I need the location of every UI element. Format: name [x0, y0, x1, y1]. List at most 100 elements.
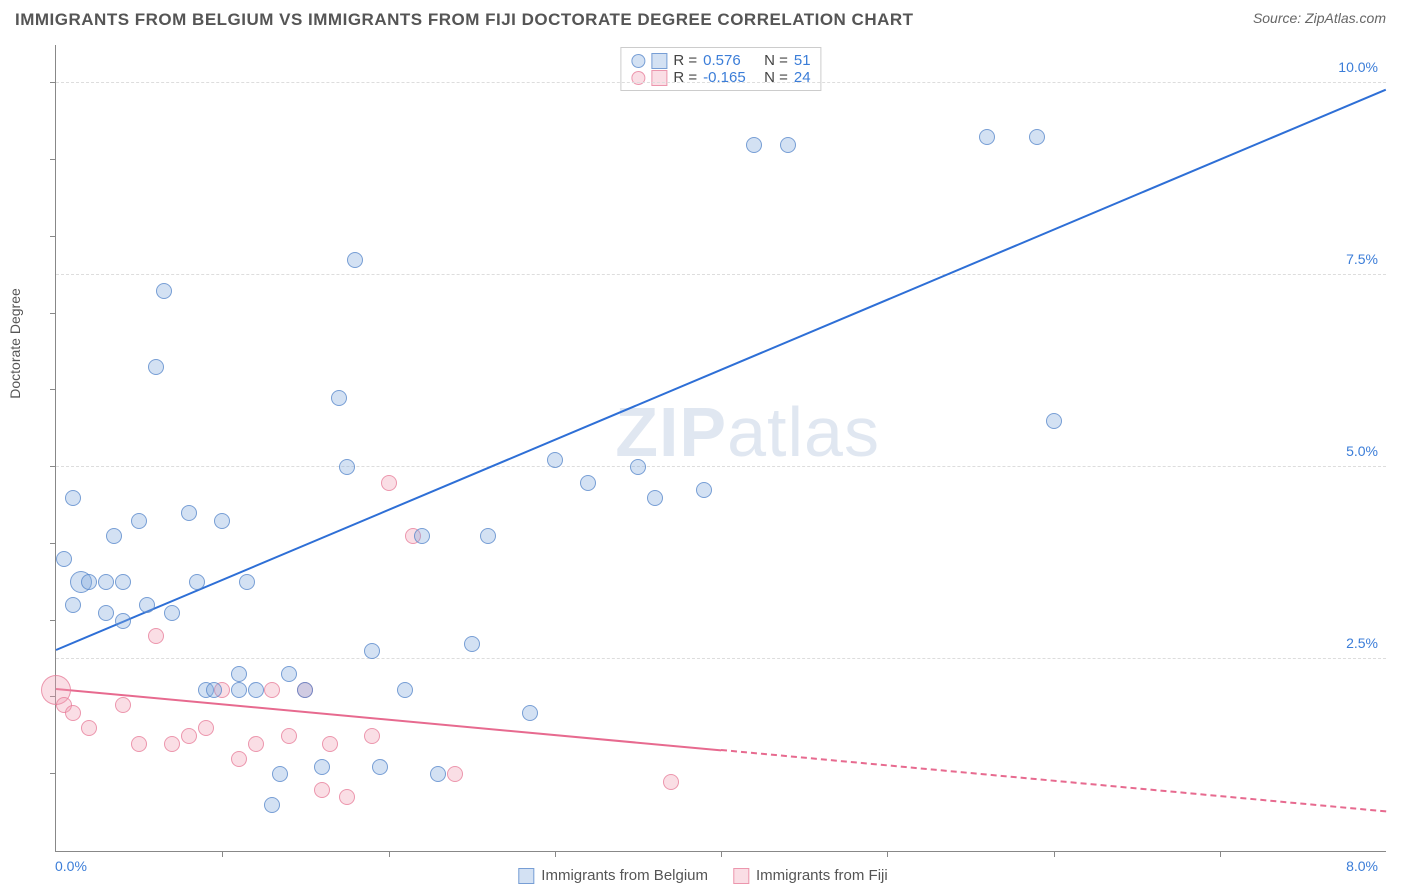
data-point	[630, 459, 646, 475]
data-point	[264, 682, 280, 698]
data-point	[98, 574, 114, 590]
ytick-label: 5.0%	[1346, 443, 1378, 459]
data-point	[339, 459, 355, 475]
data-point	[430, 766, 446, 782]
data-point	[322, 736, 338, 752]
ytick-mark	[50, 236, 56, 237]
ytick-mark	[50, 82, 56, 83]
data-point	[248, 682, 264, 698]
data-point	[231, 666, 247, 682]
data-point	[580, 475, 596, 491]
data-point	[131, 736, 147, 752]
legend-label-fiji: Immigrants from Fiji	[756, 867, 888, 884]
data-point	[447, 766, 463, 782]
data-point	[81, 720, 97, 736]
data-point	[347, 252, 363, 268]
xtick-mark	[1054, 851, 1055, 857]
data-point	[464, 636, 480, 652]
data-point	[522, 705, 538, 721]
watermark: ZIPatlas	[615, 392, 880, 472]
data-point	[397, 682, 413, 698]
data-point	[156, 283, 172, 299]
legend-swatch-belgium	[518, 868, 534, 884]
data-point	[56, 551, 72, 567]
data-point	[364, 728, 380, 744]
data-point	[65, 705, 81, 721]
data-point	[131, 513, 147, 529]
ytick-label: 2.5%	[1346, 635, 1378, 651]
data-point	[281, 728, 297, 744]
data-point	[98, 605, 114, 621]
ytick-mark	[50, 543, 56, 544]
data-point	[314, 759, 330, 775]
data-point	[115, 697, 131, 713]
data-point	[1029, 129, 1045, 145]
data-point	[81, 574, 97, 590]
r-value-blue: 0.576	[703, 52, 758, 69]
data-point	[281, 666, 297, 682]
data-point	[272, 766, 288, 782]
data-point	[780, 137, 796, 153]
chart-container: ZIPatlas R = 0.576 N = 51 R = -0.165 N =…	[55, 45, 1386, 852]
grid-line	[56, 658, 1386, 659]
data-point	[115, 613, 131, 629]
data-point	[1046, 413, 1062, 429]
legend-circle-blue	[631, 54, 645, 68]
data-point	[331, 390, 347, 406]
y-axis-label: Doctorate Degree	[7, 288, 23, 399]
data-point	[979, 129, 995, 145]
xtick-mark	[222, 851, 223, 857]
data-point	[480, 528, 496, 544]
n-value-blue: 51	[794, 52, 811, 69]
legend-label-belgium: Immigrants from Belgium	[541, 867, 708, 884]
data-point	[164, 736, 180, 752]
r-value-pink: -0.165	[703, 69, 758, 86]
data-point	[214, 513, 230, 529]
ytick-mark	[50, 466, 56, 467]
data-point	[106, 528, 122, 544]
data-point	[65, 597, 81, 613]
xtick-mark	[555, 851, 556, 857]
ytick-mark	[50, 773, 56, 774]
data-point	[115, 574, 131, 590]
ytick-mark	[50, 620, 56, 621]
data-point	[181, 728, 197, 744]
data-point	[297, 682, 313, 698]
grid-line	[56, 274, 1386, 275]
data-point	[198, 720, 214, 736]
data-point	[647, 490, 663, 506]
ytick-label: 7.5%	[1346, 251, 1378, 267]
data-point	[339, 789, 355, 805]
data-point	[65, 490, 81, 506]
data-point	[547, 452, 563, 468]
plot-area: ZIPatlas R = 0.576 N = 51 R = -0.165 N =…	[55, 45, 1386, 852]
xtick-mark	[389, 851, 390, 857]
data-point	[164, 605, 180, 621]
legend-swatch-blue	[651, 53, 667, 69]
grid-line	[56, 82, 1386, 83]
data-point	[148, 359, 164, 375]
data-point	[696, 482, 712, 498]
data-point	[181, 505, 197, 521]
data-point	[206, 682, 222, 698]
data-point	[139, 597, 155, 613]
data-point	[746, 137, 762, 153]
data-point	[372, 759, 388, 775]
data-point	[231, 682, 247, 698]
ytick-mark	[50, 159, 56, 160]
data-point	[264, 797, 280, 813]
trend-line	[56, 688, 721, 751]
data-point	[663, 774, 679, 790]
ytick-mark	[50, 313, 56, 314]
data-point	[189, 574, 205, 590]
correlation-legend: R = 0.576 N = 51 R = -0.165 N = 24	[620, 47, 821, 91]
x-origin-label: 0.0%	[55, 858, 87, 874]
data-point	[381, 475, 397, 491]
trend-line	[721, 749, 1386, 812]
data-point	[314, 782, 330, 798]
grid-line	[56, 466, 1386, 467]
data-point	[148, 628, 164, 644]
data-point	[239, 574, 255, 590]
xtick-mark	[887, 851, 888, 857]
data-point	[414, 528, 430, 544]
